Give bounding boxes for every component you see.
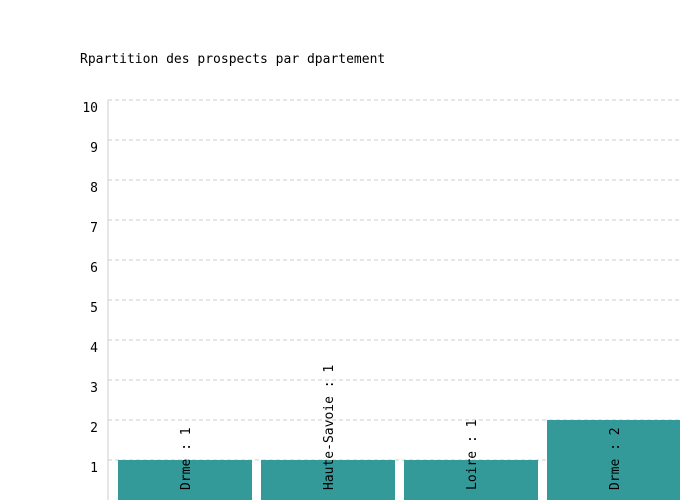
y-tick-label: 8 [90, 181, 98, 196]
bar [261, 460, 395, 500]
y-tick-label: 3 [90, 381, 98, 396]
bar [547, 420, 680, 500]
bar [118, 460, 252, 500]
y-tick-label: 2 [90, 421, 98, 436]
y-tick-label: 10 [82, 101, 98, 116]
bar [404, 460, 538, 500]
y-tick-label: 4 [90, 341, 98, 356]
y-tick-label: 7 [90, 221, 98, 236]
bar-label: Haute-Savoie : 1 [322, 365, 337, 490]
bar-label: Drme : 2 [608, 427, 623, 490]
y-tick-label: 6 [90, 261, 98, 276]
y-tick-label: 5 [90, 301, 98, 316]
chart-title: Rpartition des prospects par dpartement [80, 52, 385, 67]
y-tick-label: 9 [90, 141, 98, 156]
y-tick-label: 1 [90, 461, 98, 476]
bar-label: Loire : 1 [465, 420, 480, 490]
bar-label: Drme : 1 [179, 427, 194, 490]
